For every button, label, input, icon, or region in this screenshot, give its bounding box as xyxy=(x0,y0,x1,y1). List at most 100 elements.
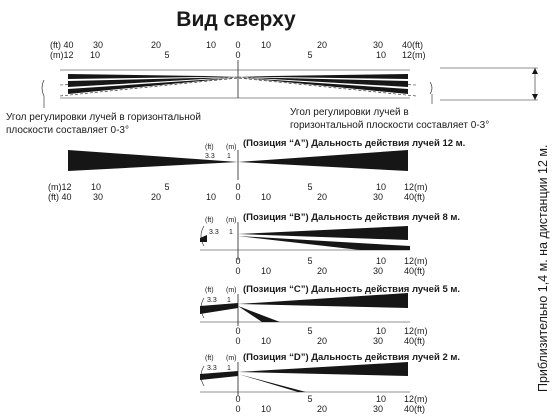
left-angle-arc xyxy=(41,79,45,97)
position-b-caption: (Позиция “B”) Дальность действия лучей 8… xyxy=(243,212,460,223)
position-a-height-m-unit: (m) xyxy=(226,144,237,151)
position-d-ft-tick: 0 xyxy=(235,404,240,414)
position-c-height-m-unit: (m) xyxy=(226,287,237,294)
position-c-m-tick: 5 xyxy=(307,326,312,336)
position-b-height-ft-unit: (ft) xyxy=(205,217,214,224)
top-beam-right xyxy=(238,77,408,87)
position-b-ft-tick: 0 xyxy=(235,266,240,276)
top-m-tick: 0 xyxy=(235,50,240,60)
position-b-m-tick: 0 xyxy=(235,256,240,266)
angle-note-left-line1: Угол регулировки лучей в горизонтальной xyxy=(6,112,201,123)
position-a-ft-tick: 0 xyxy=(235,192,240,202)
position-c-m-tick: 10 xyxy=(376,326,386,336)
diagram-title: Вид сверху xyxy=(176,8,296,31)
position-a-m-tick: 5 xyxy=(307,182,312,192)
position-c-ft-tick: 0 xyxy=(235,336,240,346)
top-beam-left xyxy=(68,77,238,94)
position-a-right-ft-unit: 40(ft) xyxy=(404,192,425,202)
position-a-ft-tick: 20 xyxy=(317,192,327,202)
top-ft-tick: 10 xyxy=(206,40,216,50)
position-c-beam-lower xyxy=(238,306,280,322)
top-m-tick: 5 xyxy=(307,50,312,60)
position-c-ft-tick: 30 xyxy=(373,336,383,346)
position-b-height-arc xyxy=(200,225,205,247)
position-d-height-m-unit: (m) xyxy=(226,355,237,362)
position-b-ft-tick: 20 xyxy=(317,266,327,276)
position-b-beam-back xyxy=(200,235,207,242)
position-d-height-ft-unit: (ft) xyxy=(205,355,214,362)
position-b-m-tick: 10 xyxy=(376,256,386,266)
position-d-beam-upper xyxy=(238,362,408,376)
top-view: (ft) 40 (m)12 40(ft) 12(m) 30 20 10 0 10… xyxy=(41,40,538,108)
spread-arrow-bottom xyxy=(532,94,538,100)
position-b-ft-tick: 30 xyxy=(373,266,383,276)
position-c-caption: (Позиция “C”) Дальность действия лучей 5… xyxy=(243,284,460,295)
position-b-height-m: 1 xyxy=(229,229,233,236)
top-ft-tick: 10 xyxy=(261,40,271,50)
position-a-right-m-unit: 12(m) xyxy=(404,182,428,192)
spread-arrow-top xyxy=(532,68,538,74)
position-a-ft-tick: 20 xyxy=(151,192,161,202)
position-d-m-tick: 10 xyxy=(376,394,386,404)
position-d-ft-tick: 20 xyxy=(317,404,327,414)
position-c-panel: (Позиция “C”) Дальность действия лучей 5… xyxy=(200,284,460,346)
position-c-m-unit: 12(m) xyxy=(404,326,428,336)
top-beam-right xyxy=(238,74,408,79)
position-b-ft-tick: 10 xyxy=(261,266,271,276)
position-d-panel: (Позиция “D”) Дальность действия лучей 2… xyxy=(200,352,460,414)
position-c-ft-unit: 40(ft) xyxy=(404,336,425,346)
position-c-height-ft: 3.3 xyxy=(207,297,217,304)
beam-spread-note: Приблизительно 1,4 м. на дистанции 12 м. xyxy=(536,145,550,393)
position-a-m-tick: 10 xyxy=(376,182,386,192)
top-ft-tick: 30 xyxy=(93,40,103,50)
position-a-m-tick: 0 xyxy=(235,182,240,192)
position-d-ft-tick: 30 xyxy=(373,404,383,414)
position-a-beam-left xyxy=(68,150,238,171)
top-ft-tick: 0 xyxy=(235,40,240,50)
position-d-m-tick: 5 xyxy=(307,394,312,404)
top-right-m-unit: 12(m) xyxy=(402,50,426,60)
position-a-left-ft-unit: (ft) 40 xyxy=(48,192,72,202)
position-a-ft-tick: 10 xyxy=(206,192,216,202)
position-d-beam-lower xyxy=(238,374,306,392)
position-c-m-tick: 0 xyxy=(235,326,240,336)
top-left-m-unit: (m)12 xyxy=(50,50,74,60)
top-beam-right xyxy=(238,77,408,94)
position-a-ft-tick: 10 xyxy=(261,192,271,202)
angle-note-left-line2: плоскости составляет 0-3° xyxy=(6,125,129,136)
position-a-height-m: 1 xyxy=(227,153,231,160)
position-c-height-m: 1 xyxy=(227,297,231,304)
position-c-height-ft-unit: (ft) xyxy=(205,287,214,294)
position-d-ft-tick: 10 xyxy=(261,404,271,414)
position-d-m-tick: 0 xyxy=(235,394,240,404)
position-d-beam-back xyxy=(200,371,238,380)
position-a-left-m-unit: (m)12 xyxy=(48,182,72,192)
top-beam-left xyxy=(68,74,238,79)
position-a-panel: (Позиция “A”) Дальность действия лучей 1… xyxy=(48,138,465,202)
top-ft-tick: 20 xyxy=(151,40,161,50)
top-beam-left xyxy=(68,77,238,87)
position-d-caption: (Позиция “D”) Дальность действия лучей 2… xyxy=(243,352,460,363)
position-c-beam-back xyxy=(200,303,238,314)
position-d-ft-unit: 40(ft) xyxy=(404,404,425,414)
position-a-m-tick: 5 xyxy=(164,182,169,192)
top-ft-tick: 30 xyxy=(373,40,383,50)
top-left-ft-unit: (ft) 40 xyxy=(50,40,74,50)
position-d-m-unit: 12(m) xyxy=(404,394,428,404)
position-b-height-m-unit: (m) xyxy=(226,217,237,224)
position-b-beam-lower xyxy=(238,236,410,250)
position-a-beam-right xyxy=(238,150,408,171)
position-d-height-ft: 3.3 xyxy=(207,365,217,372)
top-m-tick: 10 xyxy=(376,50,386,60)
position-c-ft-tick: 10 xyxy=(261,336,271,346)
top-ft-tick: 20 xyxy=(317,40,327,50)
position-a-height-ft-unit: (ft) xyxy=(205,144,214,151)
top-right-ft-unit: 40(ft) xyxy=(402,40,423,50)
position-b-beam-upper xyxy=(238,226,408,240)
position-b-m-tick: 5 xyxy=(307,256,312,266)
position-b-ft-unit: 40(ft) xyxy=(404,266,425,276)
position-b-m-unit: 12(m) xyxy=(404,256,428,266)
angle-note-right-line2: горизонтальной плоскости составляет 0-3° xyxy=(290,120,489,131)
position-a-caption: (Позиция “A”) Дальность действия лучей 1… xyxy=(243,138,465,149)
